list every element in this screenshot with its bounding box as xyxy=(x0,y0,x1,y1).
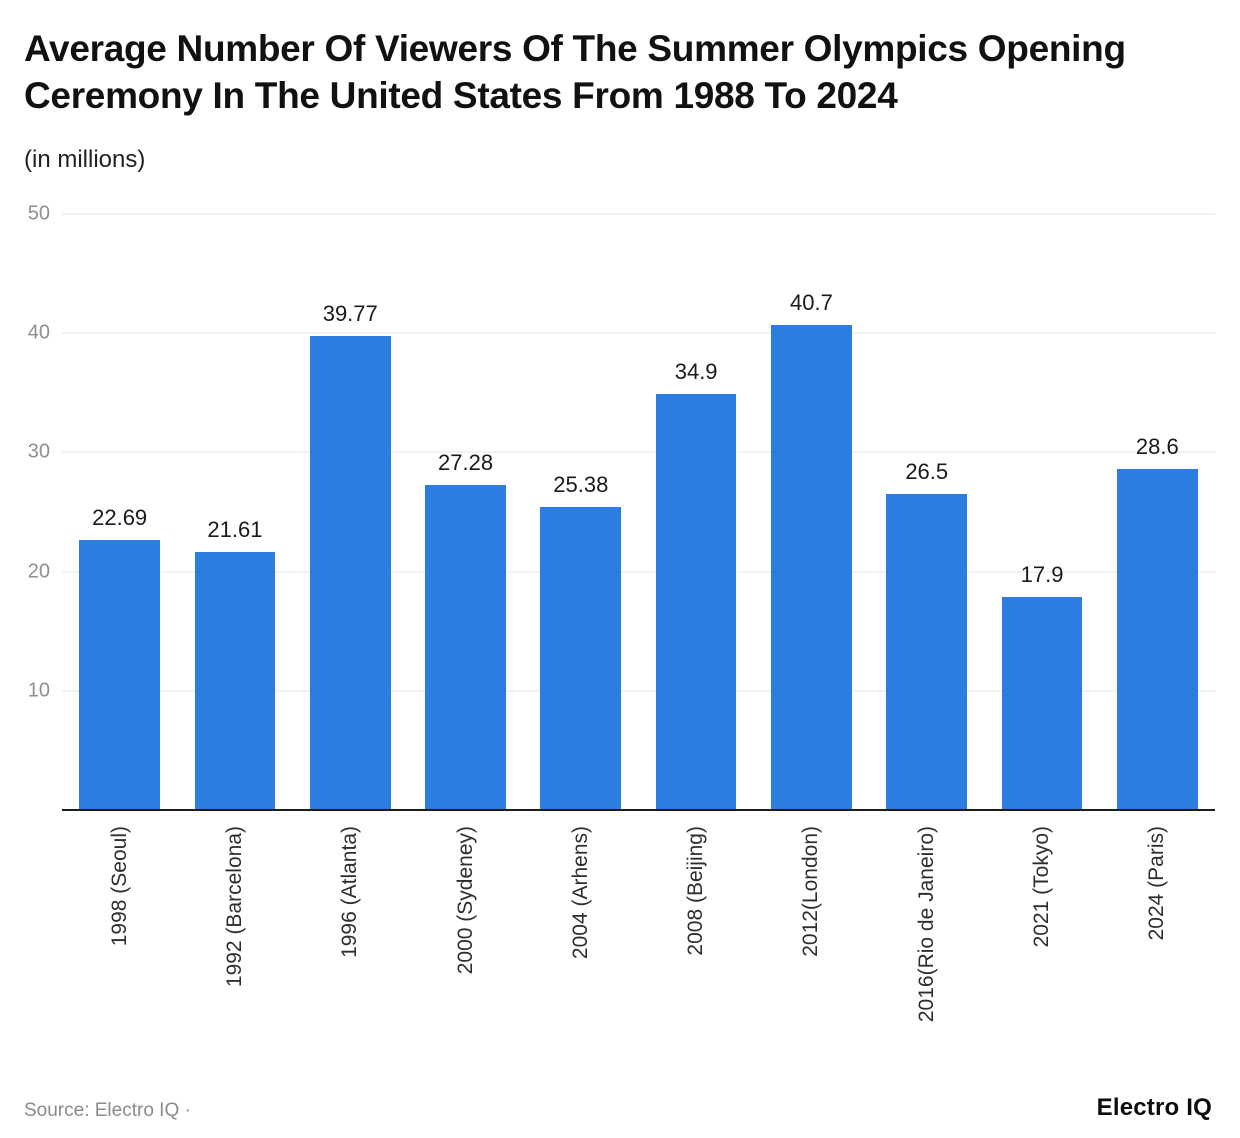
gridline xyxy=(62,332,1215,334)
bar xyxy=(886,494,968,810)
bar-value-label: 25.38 xyxy=(553,472,609,498)
x-axis-tick-label: 2016(Rio de Janeiro) xyxy=(914,825,938,1023)
bar xyxy=(425,484,506,810)
plot-area: 10 20 30 40 50 22.69 21.61 39.77 27.28 25.38 34.9… xyxy=(28,202,1215,811)
y-axis-tick-label: 10 xyxy=(27,679,50,702)
chart-title: Average Number Of Viewers Of The Summer … xyxy=(24,28,1126,116)
x-axis-tick-label: 2004 (Arhens) xyxy=(568,825,592,960)
bar-value-label: 39.77 xyxy=(322,300,378,326)
bar-value-label: 34.9 xyxy=(674,358,718,384)
bar-column: 22.69 xyxy=(62,214,177,810)
gridline xyxy=(62,451,1215,453)
x-axis-tick-label: 2021 (Tokyo) xyxy=(1030,825,1054,948)
x-axis-label-cell: 2016(Rio de Janeiro) xyxy=(869,810,984,1062)
bar-value-label: 26.5 xyxy=(905,459,949,485)
bar xyxy=(309,335,391,810)
x-axis-label-cell: 2024 (Paris) xyxy=(1100,810,1215,1062)
bar-value-label: 17.9 xyxy=(1020,561,1064,587)
bar-column: 28.6 xyxy=(1100,214,1215,810)
x-axis-tick-label: 1992 (Barcelona) xyxy=(222,825,246,988)
x-axis-label-cell: 2021 (Tokyo) xyxy=(984,810,1099,1062)
gridline xyxy=(62,213,1215,215)
y-axis-tick-label: 40 xyxy=(27,321,50,344)
x-axis-tick-label: 2024 (Paris) xyxy=(1145,825,1169,941)
x-axis-tick-label: 2000 (Sydeney) xyxy=(453,825,477,975)
chart-subtitle: (in millions) xyxy=(24,145,146,173)
x-axis-label-cell: 2008 (Beijing) xyxy=(638,810,753,1062)
bar-column: 17.9 xyxy=(984,214,1099,810)
x-axis-label-cell: 1996 (Atlanta) xyxy=(293,810,408,1062)
gridline xyxy=(62,571,1215,573)
bar xyxy=(771,324,852,810)
bar xyxy=(1116,469,1198,810)
x-axis-label-cell: 1998 (Seoul) xyxy=(62,810,177,1062)
x-axis-line xyxy=(62,808,1215,811)
bar xyxy=(655,393,737,810)
bar-column: 21.61 xyxy=(177,214,292,810)
bar xyxy=(79,539,160,810)
x-axis-label-cell: 2012(London) xyxy=(754,810,869,1062)
bar-column: 40.7 xyxy=(754,214,869,810)
footer: Source: Electro IQ · Electro IQ xyxy=(24,1094,1212,1122)
bar-value-label: 21.61 xyxy=(207,517,263,543)
bar xyxy=(194,552,276,810)
bar-column: 27.28 xyxy=(408,214,523,810)
x-axis-tick-label: 1998 (Seoul) xyxy=(107,825,131,947)
bar-column: 39.77 xyxy=(293,214,408,810)
x-axis-tick-label: 1996 (Atlanta) xyxy=(338,825,362,958)
bar-chart: 10 20 30 40 50 22.69 21.61 39.77 27.28 25.38 34.9… xyxy=(24,202,1215,1062)
bar-column: 25.38 xyxy=(523,214,638,810)
x-axis-label-cell: 1992 (Barcelona) xyxy=(177,810,292,1062)
x-axis-label-cell: 2000 (Sydeney) xyxy=(408,810,523,1062)
x-axis-labels: 1998 (Seoul) 1992 (Barcelona) 1996 (Atlant… xyxy=(62,810,1215,1062)
bar-value-label: 40.7 xyxy=(790,289,833,315)
y-axis-tick-label: 50 xyxy=(27,202,50,225)
bar-value-label: 22.69 xyxy=(92,504,148,530)
y-axis-tick-label: 20 xyxy=(27,560,50,583)
gridline xyxy=(62,690,1215,692)
bar-column: 26.5 xyxy=(869,214,984,810)
bar-column: 34.9 xyxy=(638,214,753,810)
bar xyxy=(1001,596,1083,810)
source-text: Source: Electro IQ · xyxy=(24,1100,191,1121)
x-axis-label-cell: 2004 (Arhens) xyxy=(523,810,638,1062)
y-axis-tick-label: 30 xyxy=(27,440,50,463)
bar-value-label: 27.28 xyxy=(438,449,494,475)
bars-container: 22.69 21.61 39.77 27.28 25.38 34.9 40.7 26.5 17.… xyxy=(62,214,1215,810)
bar-value-label: 28.6 xyxy=(1135,434,1179,460)
x-axis-tick-label: 2012(London) xyxy=(799,825,823,957)
brand-logo: Electro IQ xyxy=(1096,1094,1212,1121)
x-axis-tick-label: 2008 (Beijing) xyxy=(684,825,708,956)
bar xyxy=(540,507,622,810)
